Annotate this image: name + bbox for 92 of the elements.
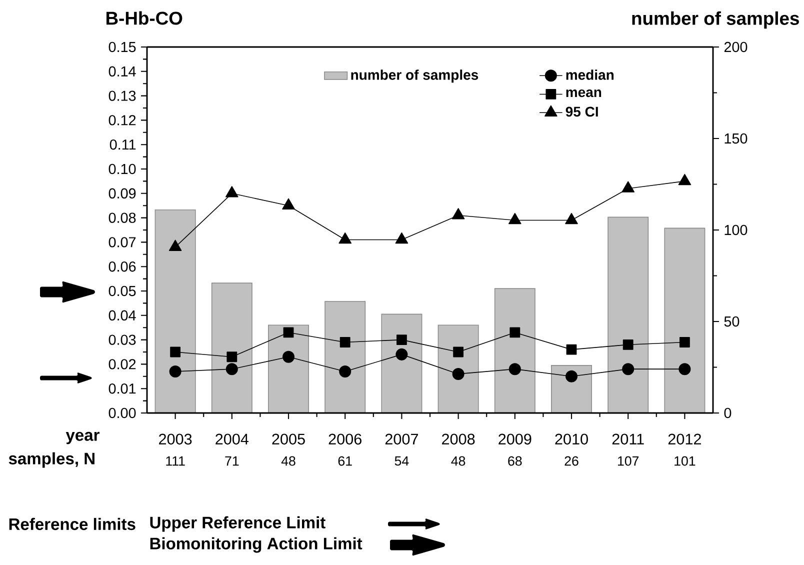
x-tick-label: 2011	[612, 434, 644, 445]
x-axis-title: year	[66, 432, 100, 444]
y-tick-label: 0.11	[110, 140, 136, 150]
point	[566, 344, 577, 355]
y-tick-label: 0.03	[108, 334, 136, 345]
point	[396, 348, 408, 360]
point	[226, 352, 238, 362]
y-tick-label: 0.12	[108, 115, 136, 126]
data-label: 48	[451, 456, 466, 466]
point	[510, 327, 520, 338]
point	[170, 346, 180, 358]
point	[282, 350, 295, 363]
bar	[381, 314, 422, 414]
y-tick-label: 0.04	[108, 310, 136, 320]
y-tick-label: 0.13	[108, 90, 136, 101]
y2-tick-label: 200	[724, 42, 748, 52]
y-tick-label: 0.07	[108, 237, 136, 248]
y-tick-label: 0.05	[108, 286, 136, 296]
x-tick-label: 2005	[272, 434, 305, 445]
x-tick-label: 2010	[555, 434, 588, 445]
y-tick-label: 0.02	[108, 359, 136, 370]
legend-label: 95 CI	[566, 106, 598, 117]
point	[395, 232, 408, 244]
bar	[494, 288, 536, 414]
bar	[608, 216, 649, 414]
bar	[324, 300, 366, 414]
point	[622, 181, 635, 192]
y2-tick-label: 50	[724, 316, 740, 327]
point	[396, 334, 407, 345]
y-tick-label: 0.06	[108, 262, 136, 272]
data-label: 68	[508, 456, 522, 466]
data-label: 61	[338, 456, 352, 466]
text: Biomonitoring Action Limit	[150, 537, 362, 553]
y2-tick-label: 0	[724, 408, 732, 418]
point	[508, 363, 521, 376]
data-label: 54	[394, 456, 409, 466]
y-tick-label: 0.09	[108, 188, 136, 198]
point	[338, 232, 352, 244]
y-tick-label: 0.00	[108, 408, 136, 418]
point	[680, 337, 690, 348]
bar	[664, 228, 706, 414]
legend-label: mean	[566, 89, 602, 98]
x-tick-label: 2006	[328, 434, 362, 445]
data-label: 101	[674, 456, 696, 466]
data-label: 107	[618, 456, 639, 466]
y-axis-title: B-Hb-CO	[106, 11, 182, 25]
point	[226, 363, 238, 376]
text: Upper Reference Limit	[150, 516, 326, 532]
y-tick-label: 0.15	[108, 42, 136, 52]
point	[340, 337, 350, 348]
bar	[438, 324, 479, 414]
y2-axis-title: number of samples	[632, 11, 799, 29]
x-tick-label: 2009	[498, 434, 532, 445]
bar	[154, 209, 196, 414]
data-label: 71	[225, 456, 239, 466]
point	[452, 368, 464, 380]
y-tick-label: 0.10	[108, 164, 136, 174]
point	[678, 174, 692, 186]
point	[508, 212, 522, 224]
point	[169, 366, 182, 378]
point	[453, 346, 464, 358]
point	[452, 208, 465, 220]
data-label: 48	[281, 456, 296, 466]
y-tick-label: 0.01	[108, 383, 136, 394]
point	[622, 339, 634, 350]
data-label: 26	[564, 456, 578, 466]
point	[283, 327, 294, 338]
x-tick-label: 2007	[385, 434, 418, 445]
point	[678, 363, 691, 376]
point	[225, 186, 238, 198]
data-label: 111	[166, 456, 185, 466]
legend-label: number of samples	[351, 70, 478, 83]
point	[282, 198, 295, 210]
y-tick-label: 0.14	[108, 66, 136, 77]
x-tick-label: 2003	[159, 434, 192, 445]
y2-tick-label: 100	[724, 224, 748, 236]
x-tick-label: 2008	[442, 434, 475, 445]
bar	[211, 282, 252, 414]
y-tick-label: 0.08	[108, 212, 136, 223]
text: samples, N	[8, 452, 94, 468]
bar	[551, 365, 592, 414]
y2-tick-label: 150	[724, 133, 748, 144]
text: Reference limits	[9, 518, 136, 530]
point	[168, 240, 182, 251]
x-tick-label: 2012	[668, 434, 701, 445]
bar	[268, 324, 309, 414]
point	[566, 370, 578, 382]
legend-label: median	[566, 70, 614, 80]
point	[622, 363, 634, 376]
point	[565, 212, 578, 224]
point	[339, 366, 352, 378]
x-tick-label: 2004	[216, 434, 248, 445]
